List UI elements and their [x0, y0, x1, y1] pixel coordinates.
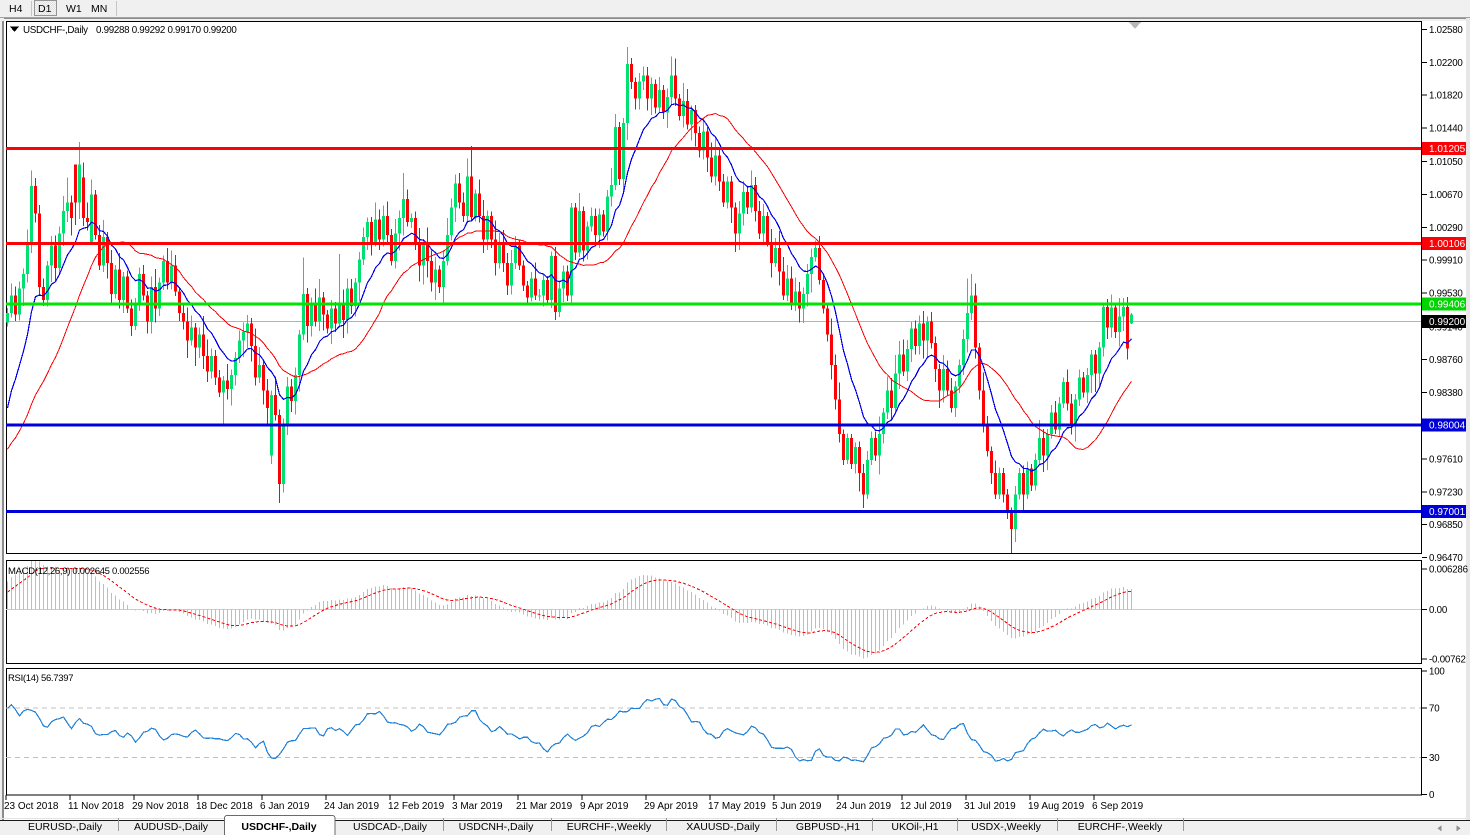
- svg-text:11 Nov 2018: 11 Nov 2018: [68, 801, 124, 812]
- svg-text:6 Sep 2019: 6 Sep 2019: [1092, 801, 1144, 812]
- svg-text:12 Feb 2019: 12 Feb 2019: [388, 801, 445, 812]
- svg-text:0.006286: 0.006286: [1429, 564, 1468, 575]
- svg-text:1.01440: 1.01440: [1429, 124, 1463, 135]
- svg-text:0.99200: 0.99200: [1429, 317, 1466, 328]
- svg-text:1.02200: 1.02200: [1429, 58, 1463, 69]
- svg-text:EURCHF-,Weekly: EURCHF-,Weekly: [1078, 821, 1163, 833]
- svg-text:6 Jan 2019: 6 Jan 2019: [260, 801, 310, 812]
- svg-text:RSI(14) 56.7397: RSI(14) 56.7397: [8, 673, 73, 684]
- svg-text:MACD(12,26,9) 0.002645 0.00255: MACD(12,26,9) 0.002645 0.002556: [8, 566, 149, 577]
- svg-text:0.99530: 0.99530: [1429, 289, 1463, 300]
- svg-text:USDCHF-,Daily: USDCHF-,Daily: [23, 25, 88, 36]
- svg-text:UKOil-,H1: UKOil-,H1: [891, 821, 938, 833]
- svg-text:EURUSD-,Daily: EURUSD-,Daily: [28, 821, 103, 833]
- svg-text:0.99910: 0.99910: [1429, 256, 1463, 267]
- svg-text:H4: H4: [9, 3, 23, 15]
- svg-text:23 Oct 2018: 23 Oct 2018: [4, 801, 59, 812]
- svg-text:1.01050: 1.01050: [1429, 157, 1463, 168]
- svg-text:0.00: 0.00: [1429, 605, 1448, 616]
- svg-text:19 Aug 2019: 19 Aug 2019: [1028, 801, 1085, 812]
- svg-text:0.97610: 0.97610: [1429, 455, 1463, 466]
- svg-text:0.97230: 0.97230: [1429, 487, 1463, 498]
- svg-text:0.99288 0.99292 0.99170 0.9920: 0.99288 0.99292 0.99170 0.99200: [96, 25, 237, 36]
- svg-text:70: 70: [1429, 704, 1440, 715]
- svg-text:0.98380: 0.98380: [1429, 388, 1463, 399]
- svg-text:12 Jul 2019: 12 Jul 2019: [900, 801, 952, 812]
- svg-text:USDX-,Weekly: USDX-,Weekly: [971, 821, 1042, 833]
- svg-text:9 Apr 2019: 9 Apr 2019: [580, 801, 629, 812]
- svg-text:USDCAD-,Daily: USDCAD-,Daily: [353, 821, 428, 833]
- svg-text:1.00106: 1.00106: [1429, 239, 1466, 250]
- svg-text:0: 0: [1429, 790, 1435, 801]
- svg-text:MN: MN: [91, 3, 107, 15]
- svg-text:1.00290: 1.00290: [1429, 223, 1463, 234]
- svg-text:0.97001: 0.97001: [1429, 507, 1466, 518]
- svg-text:1.00670: 1.00670: [1429, 190, 1463, 201]
- svg-text:0.96470: 0.96470: [1429, 553, 1463, 564]
- svg-text:0.99406: 0.99406: [1429, 299, 1466, 310]
- svg-text:24 Jun 2019: 24 Jun 2019: [836, 801, 891, 812]
- svg-text:XAUUSD-,Daily: XAUUSD-,Daily: [686, 821, 760, 833]
- svg-text:1.01205: 1.01205: [1429, 144, 1466, 155]
- svg-text:D1: D1: [38, 3, 52, 15]
- svg-text:29 Apr 2019: 29 Apr 2019: [644, 801, 698, 812]
- svg-text:21 Mar 2019: 21 Mar 2019: [516, 801, 573, 812]
- svg-text:30: 30: [1429, 753, 1440, 764]
- svg-text:29 Nov 2018: 29 Nov 2018: [132, 801, 189, 812]
- svg-text:AUDUSD-,Daily: AUDUSD-,Daily: [134, 821, 209, 833]
- svg-text:EURCHF-,Weekly: EURCHF-,Weekly: [567, 821, 652, 833]
- svg-text:W1: W1: [66, 3, 82, 15]
- svg-text:31 Jul 2019: 31 Jul 2019: [964, 801, 1016, 812]
- svg-text:GBPUSD-,H1: GBPUSD-,H1: [796, 821, 860, 833]
- svg-text:1.01820: 1.01820: [1429, 91, 1463, 102]
- svg-text:USDCHF-,Daily: USDCHF-,Daily: [241, 821, 316, 833]
- svg-text:0.98004: 0.98004: [1429, 420, 1466, 431]
- svg-text:24 Jan 2019: 24 Jan 2019: [324, 801, 379, 812]
- svg-text:18 Dec 2018: 18 Dec 2018: [196, 801, 253, 812]
- svg-text:5 Jun 2019: 5 Jun 2019: [772, 801, 822, 812]
- svg-text:1.02580: 1.02580: [1429, 25, 1463, 36]
- svg-text:17 May 2019: 17 May 2019: [708, 801, 766, 812]
- svg-text:0.96850: 0.96850: [1429, 520, 1463, 531]
- svg-text:100: 100: [1429, 666, 1445, 677]
- svg-text:3 Mar 2019: 3 Mar 2019: [452, 801, 503, 812]
- svg-text:-0.00762: -0.00762: [1429, 654, 1466, 665]
- svg-text:USDCNH-,Daily: USDCNH-,Daily: [459, 821, 534, 833]
- svg-text:0.98760: 0.98760: [1429, 355, 1463, 366]
